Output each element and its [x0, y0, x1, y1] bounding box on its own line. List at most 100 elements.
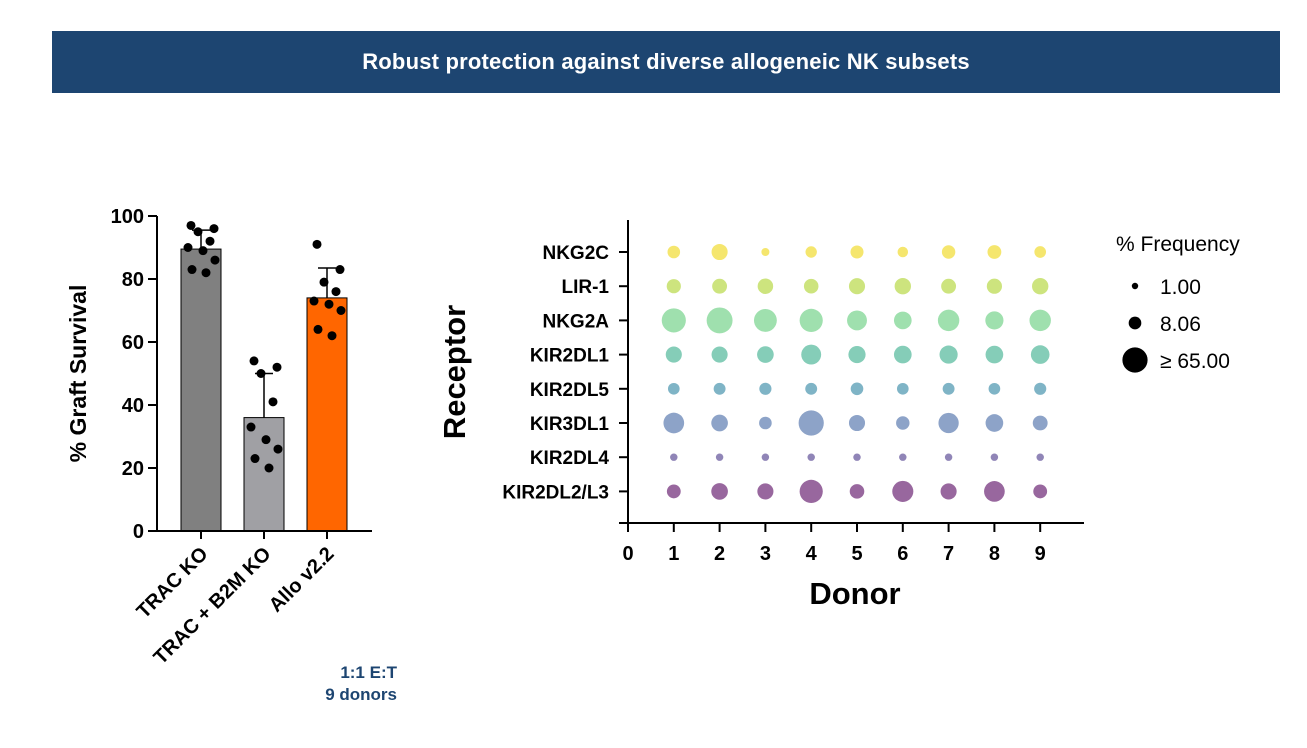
- data-point: [336, 306, 346, 315]
- y-tick-label: KIR2DL2/L3: [502, 482, 609, 503]
- x-axis-title: Donor: [809, 576, 900, 611]
- bubble: [670, 453, 678, 461]
- y-tick-label: NKG2C: [542, 243, 609, 264]
- y-tick-label: KIR2DL5: [530, 380, 610, 401]
- data-point: [246, 422, 256, 432]
- bubble: [941, 278, 957, 294]
- bubble: [853, 453, 861, 461]
- bubble: [1032, 415, 1048, 431]
- legend-label: ≥ 65.00: [1160, 350, 1230, 373]
- bubble: [942, 382, 955, 395]
- y-tick-label: LIR-1: [562, 277, 610, 298]
- bubble: [666, 279, 681, 294]
- x-tick-label: 3: [760, 543, 771, 565]
- bubble: [985, 311, 1004, 330]
- x-tick-label: 7: [943, 543, 954, 565]
- bubble: [850, 245, 864, 259]
- bubble: [893, 345, 912, 364]
- bubble: [897, 246, 909, 258]
- bubble: [798, 410, 824, 436]
- bubble: [848, 346, 866, 364]
- bubble: [1032, 278, 1049, 295]
- bubble: [986, 278, 1002, 294]
- bubble: [801, 344, 822, 365]
- data-point: [319, 277, 329, 287]
- x-tick-label: 6: [897, 543, 908, 565]
- legend-label: 1.00: [1160, 276, 1201, 299]
- x-tick-label: 5: [851, 543, 862, 565]
- y-tick-label: KIR3DL1: [530, 414, 610, 435]
- data-point: [264, 463, 274, 473]
- bubble: [1034, 246, 1047, 258]
- data-point: [201, 268, 211, 278]
- x-tick-label: 4: [806, 543, 818, 565]
- bubble: [892, 480, 914, 502]
- bubble: [761, 453, 770, 461]
- bubble: [706, 307, 733, 334]
- data-point: [205, 236, 215, 246]
- y-tick-label: KIR2DL4: [530, 448, 610, 469]
- data-point: [261, 435, 271, 445]
- legend-label: 8.06: [1160, 313, 1201, 336]
- data-point: [256, 369, 266, 378]
- bubble: [849, 484, 865, 499]
- bubble: [803, 278, 819, 294]
- bubble: [1030, 345, 1050, 364]
- bubble: [847, 310, 867, 331]
- banner: Robust protection against diverse alloge…: [52, 31, 1280, 93]
- bubble: [661, 308, 686, 333]
- data-point: [335, 265, 345, 275]
- data-point: [250, 454, 260, 464]
- bubble: [941, 245, 956, 259]
- y-tick-label: KIR2DL1: [530, 346, 610, 367]
- bubble: [805, 246, 817, 258]
- bubble: [987, 245, 1002, 259]
- data-point: [249, 356, 259, 366]
- bubble: [1034, 382, 1047, 395]
- data-point: [209, 224, 219, 234]
- bubble: [713, 382, 726, 395]
- bubble: [850, 382, 864, 396]
- y-tick-label: 40: [122, 395, 144, 417]
- data-point: [268, 397, 278, 407]
- data-point: [273, 444, 283, 454]
- legend-swatch: [1128, 316, 1142, 330]
- bar-3: [306, 297, 348, 532]
- x-tick-label: 1: [668, 543, 679, 565]
- bubble: [899, 453, 907, 461]
- data-point: [313, 324, 323, 334]
- bubble: [1033, 484, 1048, 499]
- x-tick-label: 8: [989, 543, 1000, 565]
- data-point: [210, 255, 220, 265]
- bubble: [715, 453, 724, 461]
- bubble: [984, 481, 1005, 502]
- x-tick-label: 2: [714, 543, 725, 565]
- bubble: [712, 278, 728, 294]
- bubble: [663, 412, 685, 434]
- legend-title: % Frequency: [1116, 233, 1240, 256]
- bubble: [761, 247, 770, 257]
- bubble: [896, 382, 909, 395]
- data-point: [198, 246, 208, 256]
- bubble: [757, 278, 774, 294]
- y-tick-label: 0: [133, 521, 144, 543]
- bubble: [711, 414, 728, 432]
- y-axis-title: % Graft Survival: [65, 285, 91, 463]
- data-point: [309, 296, 319, 306]
- data-point: [312, 239, 322, 249]
- bubble: [759, 416, 772, 430]
- bubble: [940, 483, 957, 500]
- y-tick-label: NKG2A: [542, 311, 609, 332]
- bubble: [990, 453, 999, 461]
- bubble: [944, 453, 953, 461]
- bubble: [753, 308, 777, 332]
- bubble: [893, 311, 912, 330]
- bubble: [848, 414, 866, 432]
- legend-swatch: [1131, 282, 1139, 290]
- bubble: [938, 412, 959, 434]
- data-point: [193, 227, 203, 237]
- bubble: [1029, 309, 1051, 332]
- y-axis-title: Receptor: [437, 305, 472, 439]
